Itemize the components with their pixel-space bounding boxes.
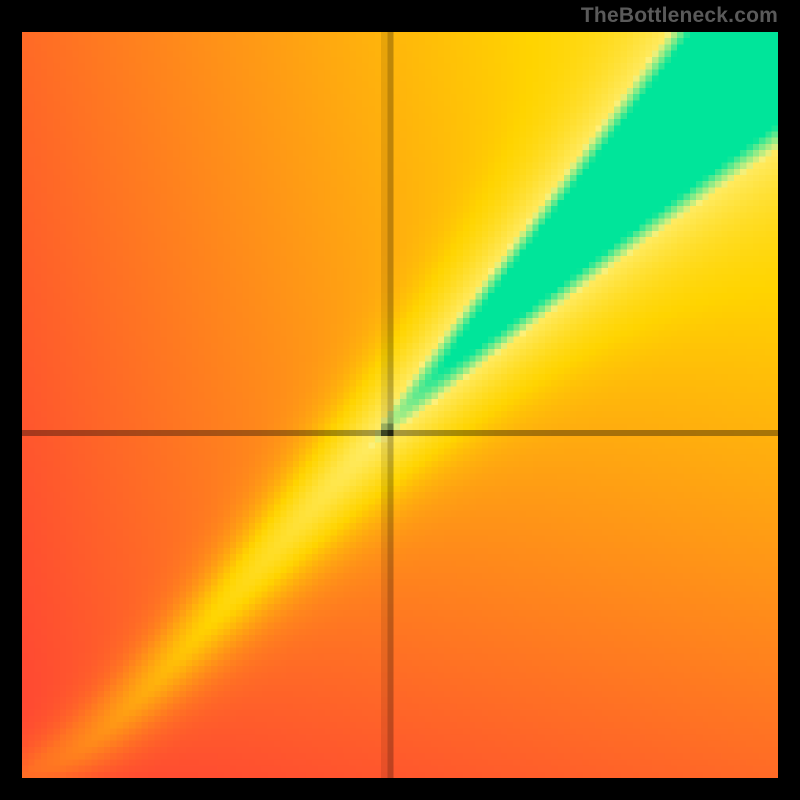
watermark-text: TheBottleneck.com (581, 4, 778, 28)
chart-container: TheBottleneck.com (0, 0, 800, 800)
bottleneck-heatmap (22, 32, 778, 778)
